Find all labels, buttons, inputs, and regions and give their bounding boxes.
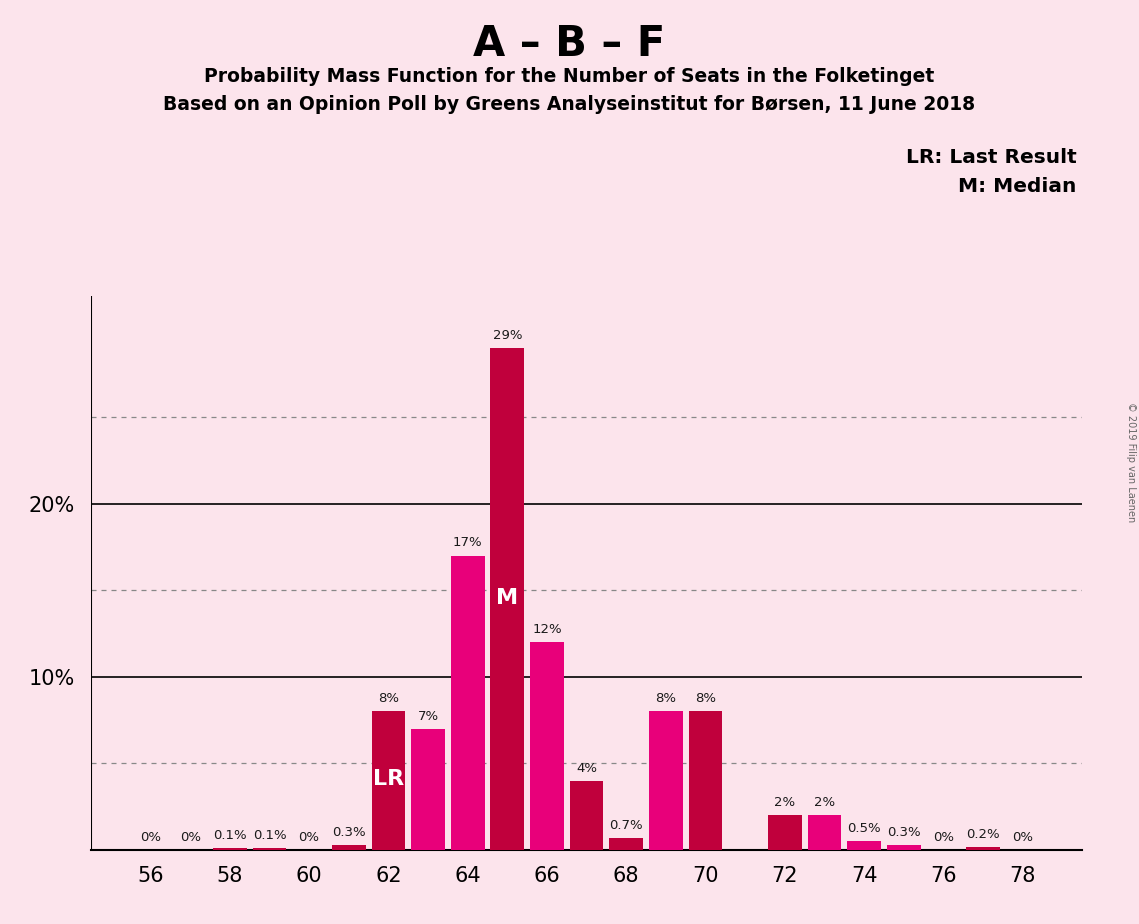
Bar: [847, 842, 880, 850]
Bar: [331, 845, 366, 850]
Bar: [570, 781, 604, 850]
Text: 0.1%: 0.1%: [213, 829, 247, 843]
Text: 0%: 0%: [933, 831, 953, 844]
Text: 0%: 0%: [180, 831, 200, 844]
Bar: [609, 838, 644, 850]
Text: 0.5%: 0.5%: [847, 822, 880, 835]
Bar: [451, 555, 484, 850]
Text: 17%: 17%: [453, 537, 483, 550]
Bar: [491, 347, 524, 850]
Text: A – B – F: A – B – F: [474, 23, 665, 65]
Bar: [808, 816, 842, 850]
Text: © 2019 Filip van Laenen: © 2019 Filip van Laenen: [1125, 402, 1136, 522]
Text: 0%: 0%: [140, 831, 161, 844]
Text: 0.3%: 0.3%: [887, 826, 920, 839]
Bar: [411, 729, 445, 850]
Text: M: Median: M: Median: [958, 177, 1076, 197]
Text: Based on an Opinion Poll by Greens Analyseinstitut for Børsen, 11 June 2018: Based on an Opinion Poll by Greens Analy…: [163, 95, 976, 115]
Text: 2%: 2%: [775, 796, 795, 809]
Text: Probability Mass Function for the Number of Seats in the Folketinget: Probability Mass Function for the Number…: [204, 67, 935, 86]
Bar: [768, 816, 802, 850]
Text: LR: LR: [372, 770, 404, 789]
Text: 7%: 7%: [418, 710, 439, 723]
Bar: [689, 711, 722, 850]
Text: 0.7%: 0.7%: [609, 819, 644, 832]
Text: 0%: 0%: [1013, 831, 1033, 844]
Text: 4%: 4%: [576, 761, 597, 774]
Text: 2%: 2%: [814, 796, 835, 809]
Text: 8%: 8%: [655, 692, 677, 705]
Text: LR: Last Result: LR: Last Result: [906, 148, 1076, 167]
Text: 29%: 29%: [492, 329, 522, 342]
Bar: [530, 642, 564, 850]
Text: 8%: 8%: [695, 692, 716, 705]
Text: 0.3%: 0.3%: [331, 826, 366, 839]
Text: 0%: 0%: [298, 831, 320, 844]
Bar: [371, 711, 405, 850]
Bar: [887, 845, 920, 850]
Bar: [213, 848, 247, 850]
Text: 12%: 12%: [532, 623, 562, 636]
Bar: [649, 711, 682, 850]
Text: 0.1%: 0.1%: [253, 829, 286, 843]
Text: 0.2%: 0.2%: [966, 828, 1000, 841]
Text: 8%: 8%: [378, 692, 399, 705]
Text: M: M: [497, 588, 518, 608]
Bar: [966, 846, 1000, 850]
Bar: [253, 848, 286, 850]
